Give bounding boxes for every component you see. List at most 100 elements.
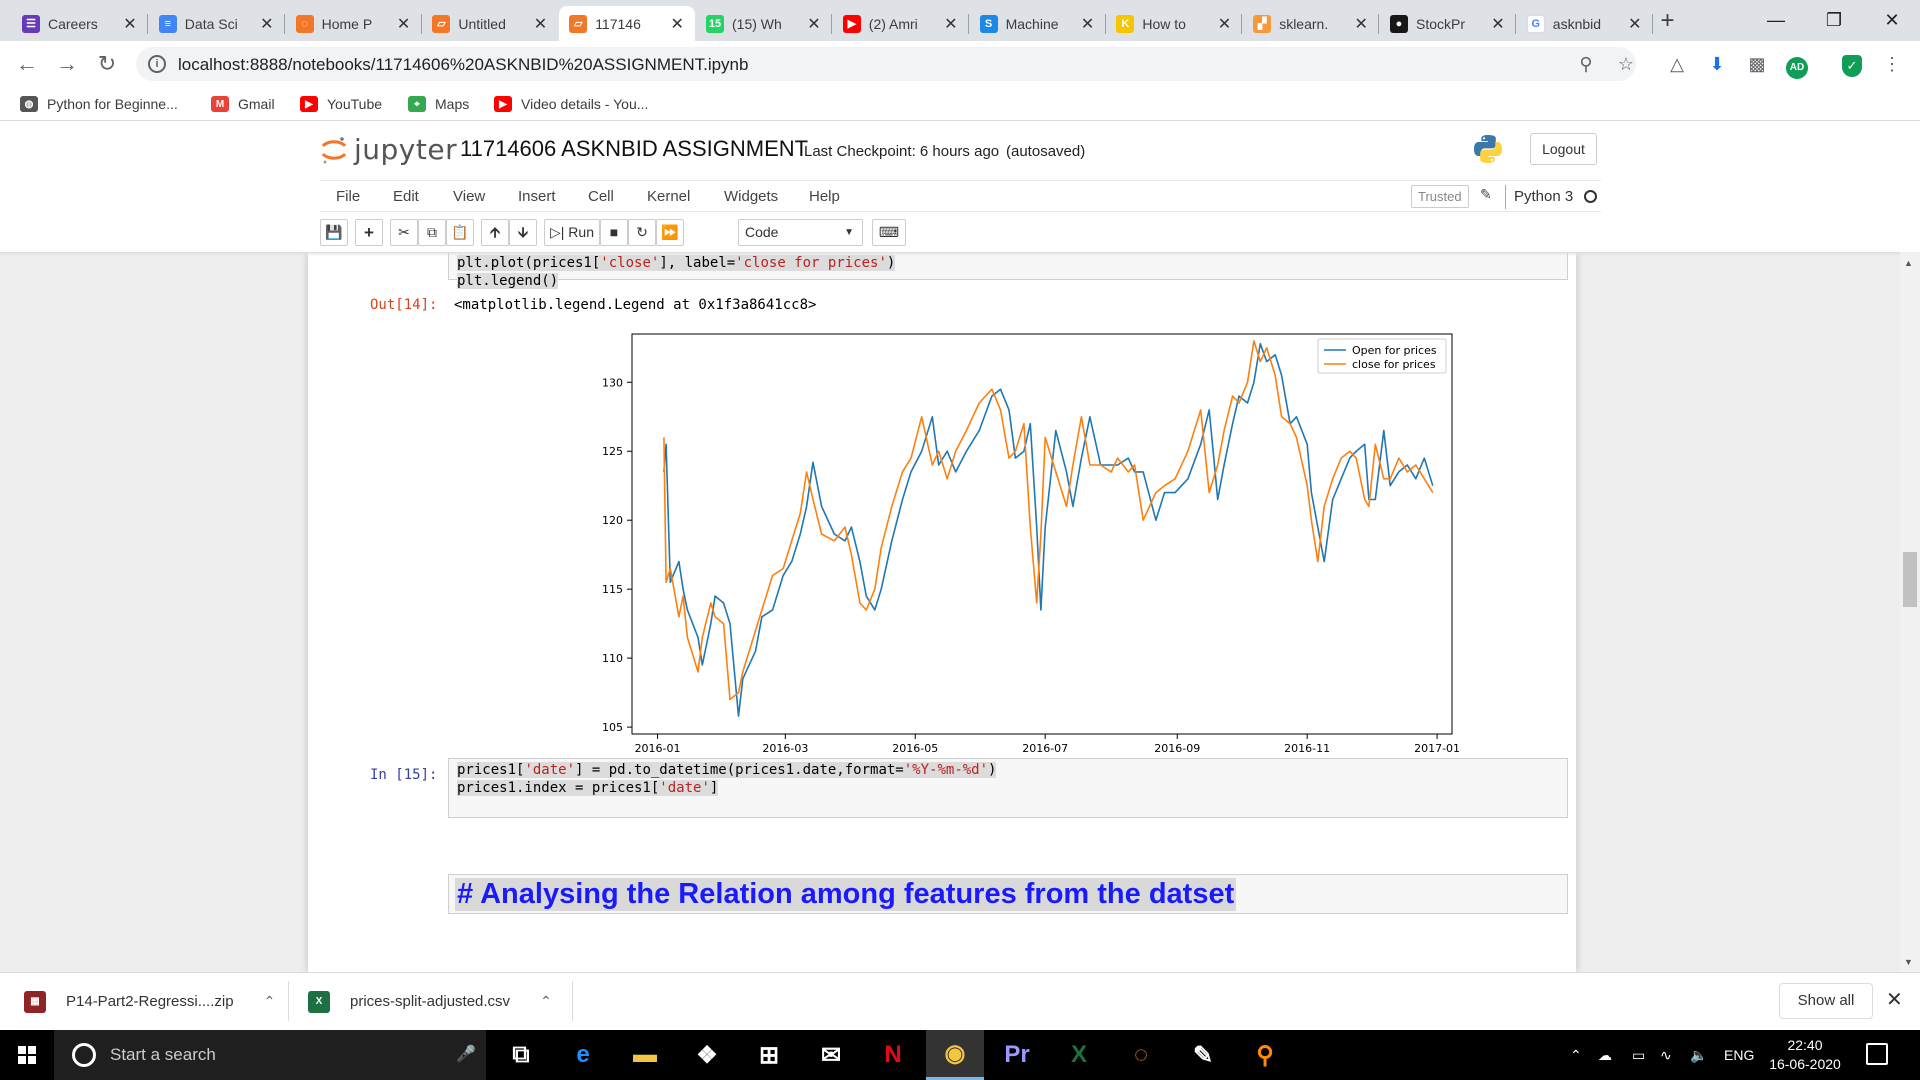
cell-type-select[interactable]: Code ▼ [738,219,863,246]
cut-icon[interactable]: ✂ [390,219,418,246]
tab-close-icon[interactable]: ✕ [1628,15,1642,33]
volume-icon[interactable]: 🔈 [1690,1047,1708,1063]
browser-tab[interactable]: ● StockPr ✕ [1380,6,1516,41]
restart-icon[interactable]: ↻ [628,219,656,246]
taskbar-search-box[interactable]: Start a search 🎤 [54,1030,486,1080]
store-icon[interactable]: ⊞ [740,1030,798,1080]
bookmark-item[interactable]: ◍ Python for Beginne... [20,93,178,115]
excel-icon[interactable]: X [1050,1030,1108,1080]
task-view-icon[interactable]: ⧉ [492,1030,550,1080]
bookmark-item[interactable]: ⌖ Maps [408,93,469,115]
browser-tab[interactable]: ☰ Careers ✕ [12,6,148,41]
markdown-cell[interactable]: # Analysing the Relation among features … [448,874,1568,914]
zoom-icon[interactable]: ⚲ [1579,54,1593,74]
scroll-down-icon[interactable]: ▼ [1904,957,1913,967]
system-clock[interactable]: 22:40 16-06-2020 [1760,1036,1850,1074]
tab-close-icon[interactable]: ✕ [1080,15,1095,33]
browser-tab[interactable]: ▱ Untitled ✕ [422,6,558,41]
tab-close-icon[interactable]: ✕ [944,15,958,33]
run-button[interactable]: ▷| Run [544,219,600,246]
menu-widgets[interactable]: Widgets [724,188,779,205]
move-down-icon[interactable]: 🡫 [509,219,537,246]
tab-close-icon[interactable]: ✕ [670,15,684,33]
trusted-indicator[interactable]: Trusted [1411,185,1469,208]
move-up-icon[interactable]: 🡩 [481,219,509,246]
pdf-editor-icon[interactable]: ✎ [1174,1030,1232,1080]
reload-icon[interactable]: ↻ [97,51,117,76]
restart-run-all-icon[interactable]: ⏩ [656,219,684,246]
browser-tab[interactable]: K How to ✕ [1106,6,1243,41]
battery-icon[interactable]: ▭ [1632,1047,1646,1063]
menu-view[interactable]: View [453,188,486,205]
menu-help[interactable]: Help [809,188,840,205]
onedrive-icon[interactable]: ☁ [1598,1047,1612,1063]
mail-icon[interactable]: ✉ [802,1030,860,1080]
menu-cell[interactable]: Cell [588,188,614,205]
page-scrollbar[interactable]: ▲ ▼ [1900,252,1920,972]
kernel-name[interactable]: Python 3 [1505,185,1573,209]
camera-icon[interactable]: ▩ [1748,54,1766,74]
browser-tab[interactable]: S Machine ✕ [970,6,1106,41]
download-item[interactable]: ▦ P14-Part2-Regressi....zip ⌃ [24,973,275,1030]
netflix-icon[interactable]: N [864,1030,922,1080]
jupyter-logo[interactable]: jupyter [320,133,457,166]
action-center-icon[interactable] [1866,1043,1888,1065]
search-tool-icon[interactable]: ⚲ [1236,1030,1294,1080]
bookmark-item[interactable]: ▶ YouTube [300,93,382,115]
menu-file[interactable]: File [336,188,361,205]
tab-close-icon[interactable]: ✕ [123,15,137,33]
code-cell-14[interactable]: plt.plot(prices1['close'], label='close … [448,252,1568,289]
file-explorer-icon[interactable]: ▬ [616,1030,674,1080]
menu-insert[interactable]: Insert [518,188,556,205]
browser-tab[interactable]: ▱ 117146 ✕ [559,6,696,41]
dropbox-icon[interactable]: ❖ [678,1030,736,1080]
edge-icon[interactable]: e [554,1030,612,1080]
bookmark-item[interactable]: M Gmail [211,93,275,115]
microphone-icon[interactable]: 🎤 [456,1046,476,1063]
code-cell-15[interactable]: prices1['date'] = pd.to_datetime(prices1… [448,758,1568,818]
premiere-icon[interactable]: Pr [988,1030,1046,1080]
pencil-icon[interactable]: ✎ [1480,186,1492,202]
tab-close-icon[interactable]: ✕ [1491,15,1505,33]
jupyter-icon[interactable]: ◌ [1112,1030,1170,1080]
back-arrow-icon[interactable]: ← [16,51,38,76]
logout-button[interactable]: Logout [1530,133,1597,165]
forward-arrow-icon[interactable]: → [56,51,78,76]
paste-icon[interactable]: 📋 [446,219,474,246]
wifi-icon[interactable]: ∿ [1660,1047,1672,1063]
restore-button[interactable]: ❐ [1825,10,1843,30]
language-indicator[interactable]: ENG [1724,1047,1755,1063]
chrome-icon[interactable]: ◉ [926,1030,984,1080]
bookmark-star-icon[interactable]: ☆ [1617,54,1635,74]
minimize-button[interactable]: — [1767,10,1785,30]
tab-close-icon[interactable]: ✕ [533,15,548,33]
info-icon[interactable]: i [148,55,166,73]
extension-icon[interactable]: △ [1670,54,1684,74]
scroll-up-icon[interactable]: ▲ [1904,258,1913,268]
tab-close-icon[interactable]: ✕ [260,15,274,33]
profile-avatar[interactable]: AD [1783,50,1811,79]
url-field[interactable]: i localhost:8888/notebooks/11714606%20AS… [136,47,1636,81]
menu-edit[interactable]: Edit [393,188,419,205]
chevron-up-icon[interactable]: ⌃ [263,993,276,1009]
close-download-bar-icon[interactable]: ✕ [1886,989,1903,1011]
show-all-downloads-button[interactable]: Show all [1779,983,1873,1019]
browser-tab[interactable]: ≡ Data Sci ✕ [149,6,285,41]
tab-close-icon[interactable]: ✕ [396,15,411,33]
interrupt-icon[interactable]: ■ [600,219,628,246]
save-icon[interactable]: 💾 [320,219,348,246]
shield-check-icon[interactable]: ✓ [1838,50,1866,78]
new-tab-button[interactable]: + [1660,7,1675,34]
tab-close-icon[interactable]: ✕ [807,15,821,33]
insert-cell-icon[interactable]: + [355,219,383,246]
browser-tab[interactable]: ▞ sklearn. ✕ [1243,6,1380,41]
browser-tab[interactable]: 15 (15) Wh ✕ [696,6,832,41]
tab-close-icon[interactable]: ✕ [1217,15,1232,33]
close-window-button[interactable]: ✕ [1884,10,1900,30]
browser-menu-icon[interactable]: ⋮ [1883,54,1901,74]
download-arrow-icon[interactable]: ⬇ [1709,54,1725,74]
tab-close-icon[interactable]: ✕ [1354,15,1368,33]
bookmark-item[interactable]: ▶ Video details - You... [494,93,648,115]
